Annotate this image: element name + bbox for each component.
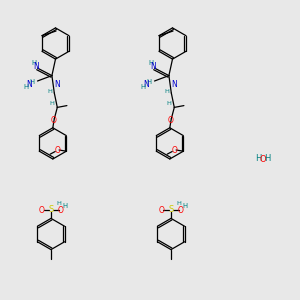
Text: H: H <box>176 201 181 206</box>
Text: H: H <box>167 101 171 106</box>
Text: N: N <box>171 80 177 89</box>
Text: S: S <box>168 206 174 214</box>
Text: O: O <box>54 146 60 155</box>
Text: H: H <box>255 154 261 163</box>
Text: O: O <box>38 206 44 215</box>
Text: H: H <box>29 79 35 85</box>
Text: N: N <box>54 80 60 89</box>
Text: N: N <box>33 62 39 71</box>
Text: N: N <box>143 80 149 88</box>
Text: O: O <box>171 146 177 155</box>
Text: H: H <box>182 203 188 209</box>
Text: H: H <box>264 154 270 163</box>
Text: H: H <box>23 84 29 90</box>
Text: H: H <box>62 203 68 209</box>
Text: H: H <box>140 84 146 90</box>
Text: N: N <box>150 62 156 71</box>
Text: H: H <box>56 201 61 206</box>
Text: H: H <box>165 89 170 94</box>
Text: H: H <box>31 60 36 66</box>
Text: O: O <box>259 155 266 164</box>
Text: H: H <box>146 79 152 85</box>
Text: S: S <box>48 206 54 214</box>
Text: H: H <box>48 89 52 94</box>
Text: O: O <box>58 206 64 215</box>
Text: N: N <box>26 80 32 88</box>
Text: O: O <box>178 206 184 215</box>
Text: O: O <box>158 206 164 215</box>
Text: O: O <box>168 116 174 125</box>
Text: H: H <box>50 101 54 106</box>
Text: O: O <box>51 116 57 125</box>
Text: H: H <box>148 60 153 66</box>
